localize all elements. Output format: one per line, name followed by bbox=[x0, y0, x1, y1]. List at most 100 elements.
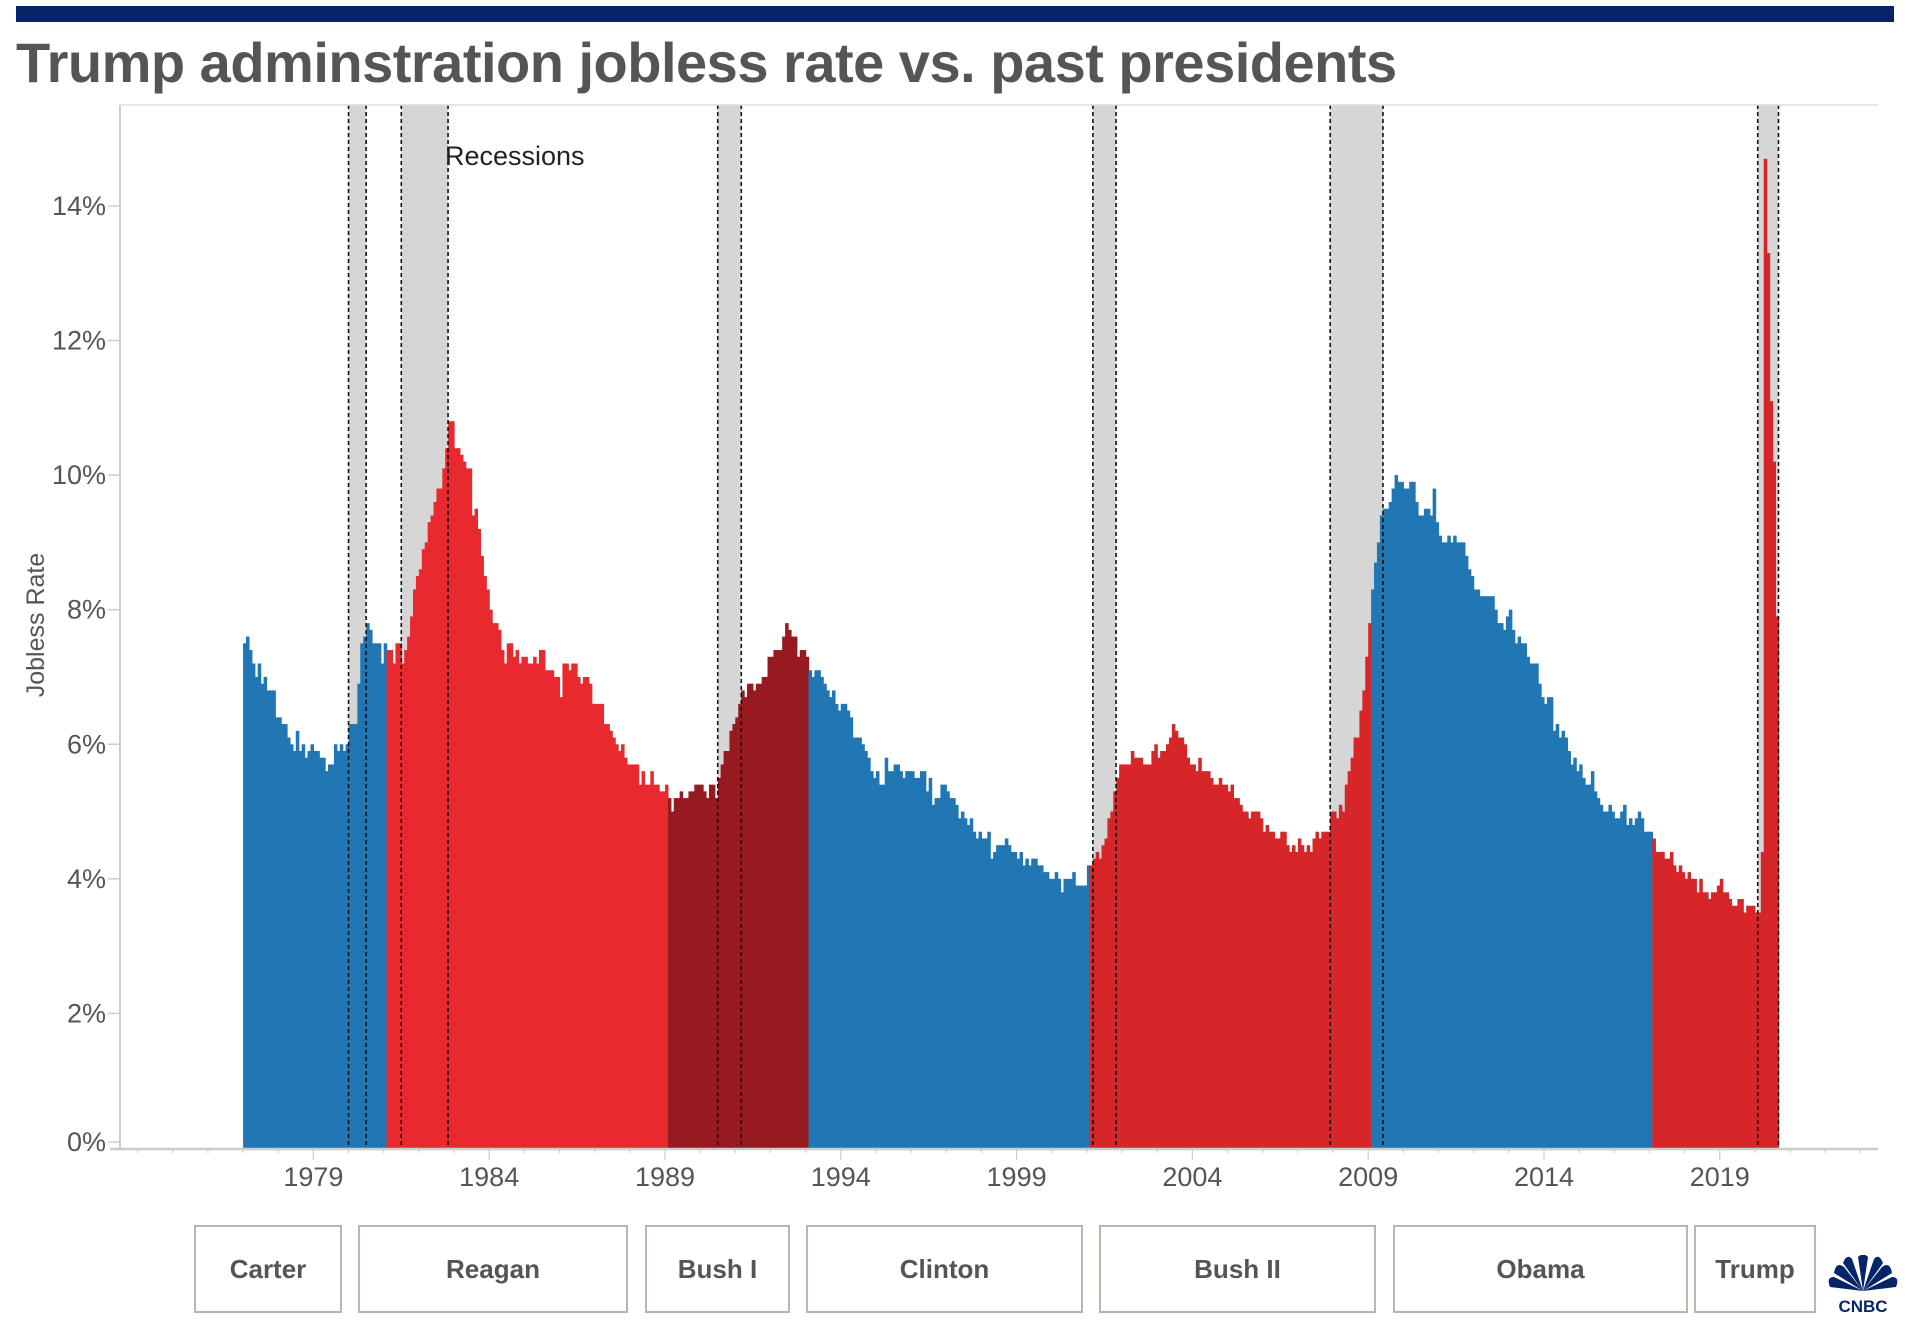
bar-month bbox=[940, 784, 944, 1148]
bar-month bbox=[1658, 851, 1662, 1148]
bar-month bbox=[1716, 885, 1721, 1148]
recession-boundaries bbox=[347, 105, 1780, 1148]
bar-month bbox=[565, 663, 569, 1148]
bar-month bbox=[864, 750, 868, 1148]
bar-month bbox=[1274, 838, 1278, 1148]
bar-month bbox=[1763, 158, 1768, 1148]
bar-month bbox=[670, 811, 675, 1148]
bar-month bbox=[553, 676, 558, 1148]
bar-month bbox=[1505, 616, 1510, 1148]
bar-month bbox=[1752, 905, 1756, 1148]
bar-month bbox=[1772, 461, 1777, 1149]
bar-month bbox=[1303, 851, 1308, 1148]
bar-month bbox=[1675, 872, 1680, 1148]
bar-month bbox=[931, 804, 936, 1148]
bar-month bbox=[993, 851, 997, 1148]
bar-month bbox=[1242, 811, 1246, 1148]
bar-month bbox=[831, 690, 836, 1148]
bar-month bbox=[1585, 784, 1589, 1148]
bar-month bbox=[1432, 488, 1437, 1149]
bar-month bbox=[1423, 508, 1428, 1148]
bar-month bbox=[1508, 609, 1513, 1148]
y-tick-label: 8% bbox=[67, 595, 106, 625]
bar-month bbox=[1151, 750, 1155, 1148]
presidency-label-reagan: Reagan bbox=[358, 1225, 628, 1313]
presidency-label-bush-i: Bush I bbox=[645, 1225, 790, 1313]
bar-month bbox=[1198, 757, 1202, 1148]
bar-month bbox=[793, 636, 798, 1148]
bar-month bbox=[1233, 798, 1237, 1148]
bar-month bbox=[1511, 629, 1516, 1148]
bar-month bbox=[623, 757, 628, 1148]
bar-month bbox=[1620, 811, 1624, 1148]
bar-month bbox=[357, 683, 361, 1148]
bar-month bbox=[732, 724, 736, 1148]
bar-month bbox=[1145, 764, 1150, 1148]
bar-month bbox=[720, 764, 725, 1148]
bar-month bbox=[717, 777, 722, 1148]
bar-month bbox=[1602, 811, 1607, 1148]
bar-month bbox=[1092, 858, 1097, 1148]
bar-month bbox=[952, 798, 956, 1148]
bar-month bbox=[445, 448, 449, 1148]
bar-month bbox=[1160, 750, 1164, 1148]
bar-month bbox=[1523, 643, 1527, 1148]
axes: 0% 2% 4% 6% 8% 10% 12% 14% 1979 1984 1989 1994 1999 2… bbox=[52, 104, 1878, 1192]
bar-month bbox=[1628, 818, 1633, 1148]
bar-month bbox=[310, 744, 314, 1148]
bar-month bbox=[706, 798, 710, 1148]
bar-month bbox=[1347, 771, 1352, 1148]
bar-month bbox=[1699, 878, 1703, 1148]
bar-month bbox=[1069, 878, 1073, 1148]
bar-month bbox=[1312, 838, 1317, 1148]
bar-month bbox=[284, 724, 288, 1148]
bar-month bbox=[1631, 825, 1636, 1148]
bar-month bbox=[328, 764, 332, 1148]
bar-month bbox=[618, 750, 622, 1148]
bar-month bbox=[1412, 481, 1416, 1148]
bar-month bbox=[1587, 784, 1592, 1148]
bar-month bbox=[922, 771, 927, 1148]
bar-month bbox=[1453, 535, 1457, 1148]
bar-month bbox=[1353, 737, 1358, 1148]
bar-month bbox=[1127, 764, 1132, 1148]
bar-month bbox=[881, 784, 886, 1148]
bar-month bbox=[1136, 757, 1141, 1148]
bar-month bbox=[1338, 804, 1343, 1148]
bar-month bbox=[1183, 744, 1188, 1148]
bar-month bbox=[1567, 750, 1571, 1148]
y-tick-label: 10% bbox=[52, 460, 106, 490]
bar-month bbox=[1541, 697, 1545, 1148]
bar-month bbox=[538, 650, 543, 1148]
bar-month bbox=[697, 784, 701, 1148]
bar-month bbox=[1086, 865, 1091, 1148]
bar-month bbox=[1309, 851, 1314, 1148]
bar-month bbox=[568, 670, 572, 1148]
bar-month bbox=[1259, 818, 1264, 1148]
presidency-label-carter: Carter bbox=[194, 1225, 342, 1313]
bar-month bbox=[1095, 851, 1100, 1148]
bar-month bbox=[1078, 885, 1082, 1148]
bar-month bbox=[386, 650, 391, 1148]
bar-month bbox=[1485, 596, 1489, 1148]
bar-month bbox=[536, 663, 540, 1148]
bar-month bbox=[1166, 744, 1170, 1148]
bar-month bbox=[1494, 609, 1498, 1148]
bar-month bbox=[380, 663, 385, 1148]
bar-month bbox=[1248, 818, 1252, 1148]
bar-month bbox=[767, 656, 772, 1148]
bar-month bbox=[1344, 784, 1349, 1148]
bar-month bbox=[1409, 481, 1413, 1148]
bar-month bbox=[1356, 737, 1360, 1148]
bar-month bbox=[272, 690, 276, 1148]
bar-month bbox=[319, 757, 323, 1148]
bar-month bbox=[1174, 730, 1179, 1148]
bar-month bbox=[1757, 912, 1762, 1148]
bar-month bbox=[292, 750, 297, 1148]
bar-month bbox=[1713, 892, 1718, 1148]
bar-month bbox=[911, 771, 915, 1148]
bar-month bbox=[1250, 811, 1255, 1148]
bar-month bbox=[1441, 542, 1445, 1148]
bar-month bbox=[316, 750, 320, 1148]
bar-month bbox=[459, 454, 464, 1148]
